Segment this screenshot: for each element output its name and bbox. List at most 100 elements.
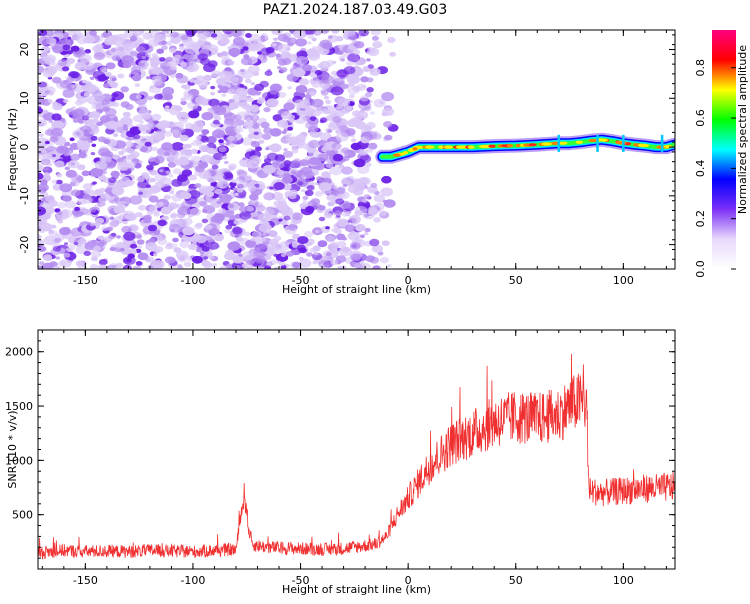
noise-blob <box>300 166 313 176</box>
noise-blob <box>171 178 183 187</box>
noise-blob <box>269 87 279 95</box>
noise-blob <box>67 30 77 36</box>
noise-blob <box>38 186 47 194</box>
noise-blob <box>130 243 138 249</box>
noise-blob <box>238 206 248 213</box>
noise-blob <box>347 75 360 85</box>
noise-blob <box>38 87 51 97</box>
noise-blob <box>138 108 150 118</box>
noise-blob <box>168 174 174 178</box>
noise-blob <box>167 62 172 67</box>
noise-blob <box>231 123 238 129</box>
noise-blob <box>47 99 53 103</box>
spec-ytick-label: 10 <box>18 91 31 105</box>
noise-blob <box>197 80 209 89</box>
noise-blob <box>310 198 321 205</box>
noise-blob <box>47 199 58 208</box>
noise-blob <box>349 117 361 126</box>
noise-blob <box>201 260 211 267</box>
noise-blob <box>366 77 374 83</box>
noise-blob <box>165 243 173 250</box>
noise-blob <box>82 115 89 121</box>
noise-blob <box>138 204 147 211</box>
noise-blob <box>332 153 344 162</box>
noise-blob <box>257 51 262 55</box>
noise-blob <box>119 173 127 178</box>
spec-ytick-label: -20 <box>18 236 31 254</box>
noise-blob <box>78 47 84 51</box>
noise-blob <box>337 50 344 55</box>
noise-blob <box>326 194 336 202</box>
snr-xtick-label: 50 <box>509 574 523 587</box>
noise-blob <box>381 175 392 184</box>
noise-blob <box>108 177 117 184</box>
noise-blob <box>265 255 272 260</box>
noise-blob <box>101 32 109 38</box>
noise-blob <box>325 114 334 121</box>
noise-blob <box>41 55 51 62</box>
noise-blob <box>301 189 306 193</box>
noise-blob <box>122 220 128 225</box>
noise-blob <box>93 52 106 61</box>
noise-blob <box>232 227 243 235</box>
noise-blob <box>214 233 225 241</box>
tone-hotspot <box>393 153 401 157</box>
noise-blob <box>323 30 330 34</box>
noise-blob <box>77 238 87 245</box>
noise-blob <box>124 203 129 207</box>
noise-blob <box>367 47 380 57</box>
noise-blob <box>51 76 62 84</box>
noise-blob <box>40 202 50 209</box>
noise-blob <box>295 138 306 146</box>
noise-blob <box>77 140 90 151</box>
noise-blob <box>282 150 294 158</box>
noise-blob <box>38 246 46 252</box>
tone-hotspot <box>402 151 409 155</box>
noise-blob <box>244 78 252 84</box>
noise-blob <box>189 208 201 216</box>
tone-hotspot <box>615 141 627 145</box>
noise-blob <box>227 88 236 95</box>
noise-blob <box>52 245 62 252</box>
noise-blob <box>285 250 294 257</box>
noise-blob <box>89 30 97 36</box>
noise-blob <box>277 59 288 66</box>
snr-ytick-label: 1000 <box>5 454 33 467</box>
noise-blob <box>182 144 189 149</box>
noise-blob <box>236 187 244 193</box>
noise-blob <box>69 137 75 142</box>
snr-plot-area <box>38 353 675 560</box>
noise-blob <box>98 187 106 193</box>
noise-blob <box>286 37 298 45</box>
noise-blob <box>346 60 354 66</box>
noise-blob <box>358 176 372 186</box>
noise-blob <box>187 213 194 218</box>
noise-blob <box>152 132 165 142</box>
noise-blob <box>325 99 332 105</box>
noise-blob <box>250 82 256 86</box>
noise-blob <box>97 74 107 82</box>
noise-blob <box>180 35 189 41</box>
noise-blob <box>213 115 222 121</box>
noise-blob <box>89 208 97 213</box>
noise-blob <box>178 117 188 124</box>
noise-blob <box>308 125 319 133</box>
noise-blob <box>181 169 193 177</box>
noise-blob <box>239 211 252 220</box>
noise-blob <box>154 93 164 100</box>
colorbar-label: Normalized spectral amplitude <box>736 45 749 214</box>
noise-blob <box>199 251 204 255</box>
noise-blob <box>308 157 320 166</box>
noise-blob <box>366 58 371 62</box>
noise-blob <box>347 46 354 52</box>
noise-blob <box>62 195 72 202</box>
noise-blob <box>136 239 145 245</box>
snr-xtick-label: 0 <box>405 574 412 587</box>
noise-blob <box>99 66 108 73</box>
snr-xtick-label: 100 <box>613 574 634 587</box>
noise-blob <box>363 125 373 132</box>
noise-blob <box>342 237 347 241</box>
noise-blob <box>260 237 267 242</box>
noise-blob <box>191 42 201 50</box>
noise-blob <box>372 41 383 49</box>
